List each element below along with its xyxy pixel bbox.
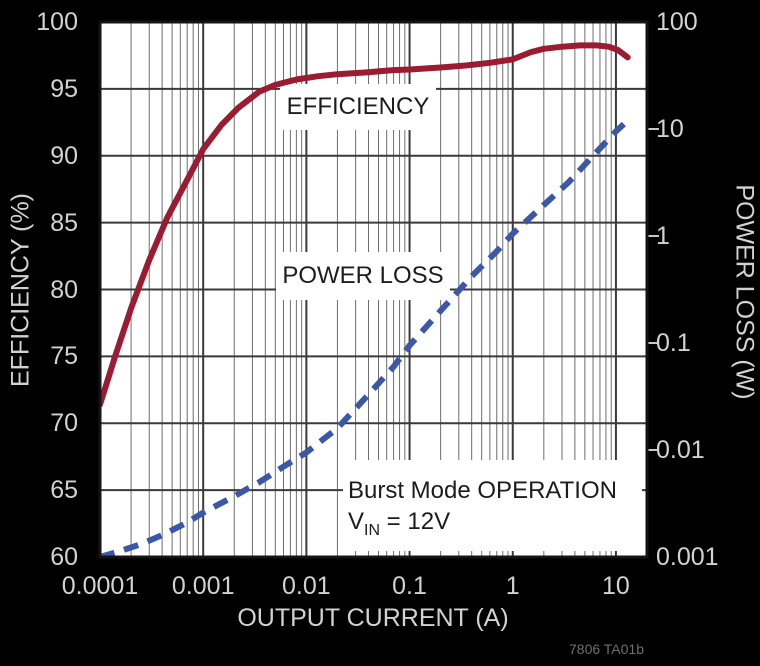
plot-area xyxy=(98,20,659,559)
chart-figure: 0.0001 0.001 0.01 0.1 1 10 100 95 90 85 80 75 70 65 6… xyxy=(6,8,759,657)
